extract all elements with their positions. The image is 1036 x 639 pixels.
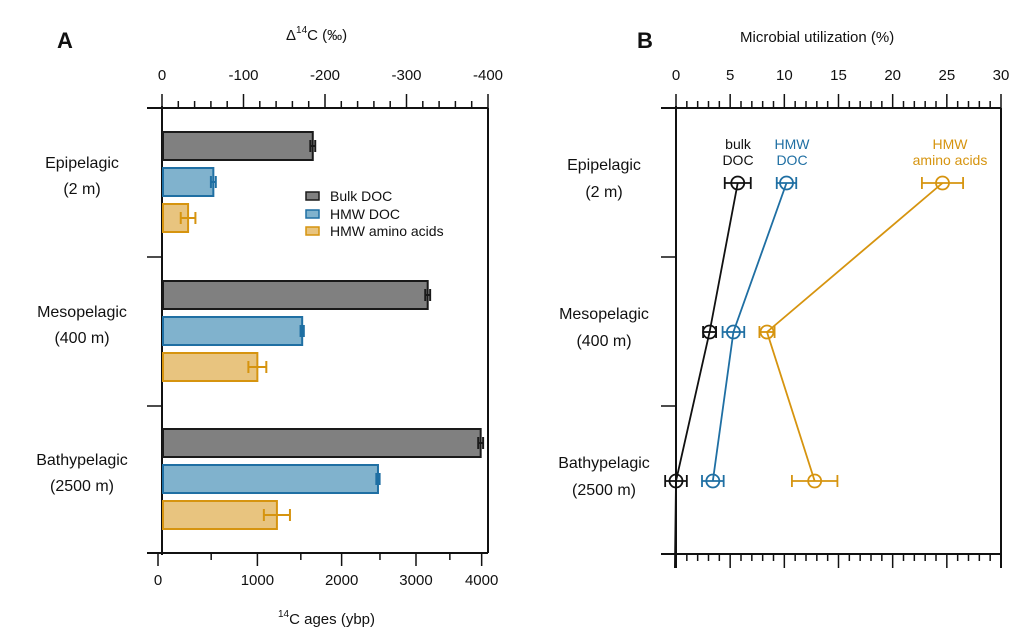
bar-hmw <box>162 316 304 346</box>
data-point-bulk <box>702 324 717 340</box>
bar-hmw <box>162 167 215 197</box>
top-tick-label: 20 <box>884 67 901 84</box>
bottom-tick-label: 0 <box>154 572 162 589</box>
series-label-hmw-aa-line2: amino acids <box>913 152 988 168</box>
panel-a-bottom-axis-title: 14C ages (ybp) <box>278 609 375 628</box>
category-depth-mesopelagic: (400 m) <box>54 330 109 347</box>
series-label-hmw-doc-line2: DOC <box>776 152 807 168</box>
data-point-hmw <box>726 324 741 340</box>
panel-a-top-axis-title-delta: Δ <box>286 27 296 44</box>
top-tick-label: 30 <box>993 67 1010 84</box>
top-tick-label: -300 <box>391 67 421 84</box>
category-label-mesopelagic: Mesopelagic <box>559 306 649 323</box>
bar-hmw <box>162 464 379 494</box>
bar-bulk <box>162 131 314 161</box>
panel-b-series-labels: bulk DOC HMW DOC HMW amino acids <box>722 136 987 168</box>
top-tick-label: 15 <box>830 67 847 84</box>
category-label-bathypelagic: Bathypelagic <box>558 455 650 472</box>
data-point-hmw <box>705 473 721 489</box>
top-tick-label: 0 <box>672 67 680 84</box>
bottom-tick-label: 2000 <box>325 572 358 589</box>
data-point-aa <box>807 473 823 489</box>
series-label-bulk-doc-line1: bulk <box>725 136 752 152</box>
legend-swatch-hmw-doc <box>305 209 320 219</box>
panel-a-label: A <box>57 28 73 53</box>
bar-bulk <box>162 280 429 310</box>
category-depth-bathypelagic: (2500 m) <box>50 478 114 495</box>
data-point-bulk <box>730 175 746 191</box>
series-label-hmw-aa-line1: HMW <box>933 136 969 152</box>
data-point-aa <box>935 175 950 191</box>
series-label-hmw-doc-line1: HMW <box>775 136 811 152</box>
top-tick-label: 0 <box>158 67 166 84</box>
category-label-mesopelagic: Mesopelagic <box>37 304 127 321</box>
top-tick-label: 25 <box>938 67 955 84</box>
data-point-hmw <box>779 175 794 191</box>
legend-label-bulk-doc: Bulk DOC <box>330 188 392 204</box>
bar-aa <box>162 500 278 530</box>
top-tick-label: -200 <box>310 67 340 84</box>
series-label-bulk-doc-line2: DOC <box>722 152 753 168</box>
category-depth-mesopelagic: (400 m) <box>576 333 631 350</box>
legend-swatch-hmw-amino-acids <box>305 226 320 236</box>
data-point-aa <box>759 324 775 340</box>
legend-label-hmw-doc: HMW DOC <box>330 206 400 222</box>
category-depth-bathypelagic: (2500 m) <box>572 482 636 499</box>
legend-swatch-bulk-doc <box>305 191 320 201</box>
panel-b-label: B <box>637 28 653 53</box>
panel-a-legend: Bulk DOC HMW DOC HMW amino acids <box>305 188 444 239</box>
category-label-bathypelagic: Bathypelagic <box>36 452 128 469</box>
series-line-bulk <box>674 182 739 569</box>
category-label-epipelagic: Epipelagic <box>567 157 641 174</box>
top-tick-label: 10 <box>776 67 793 84</box>
legend-label-hmw-amino-acids: HMW amino acids <box>330 223 444 239</box>
top-tick-label: -400 <box>473 67 503 84</box>
bottom-tick-label: 1000 <box>241 572 274 589</box>
panel-a-top-axis-title-sup: 14 <box>296 25 308 36</box>
panel-b-plot: 0 5 10 15 20 25 30 Epipelagic (2 m) Mesopelagic (4… <box>558 67 1010 569</box>
series-line-aa <box>765 182 944 482</box>
data-point-bulk <box>668 473 684 489</box>
panel-a-top-axis-title-rest: C (‰) <box>307 27 347 44</box>
top-tick-label: 5 <box>726 67 734 84</box>
bottom-tick-label: 3000 <box>399 572 432 589</box>
category-depth-epipelagic: (2 m) <box>63 181 100 198</box>
bottom-tick-label: 4000 <box>465 572 498 589</box>
bar-aa <box>162 352 259 382</box>
category-depth-epipelagic: (2 m) <box>585 184 622 201</box>
top-tick-label: -100 <box>228 67 258 84</box>
panel-a-bottom-axis-title-rest: C ages (ybp) <box>289 611 375 628</box>
category-label-epipelagic: Epipelagic <box>45 155 119 172</box>
bar-bulk <box>162 428 482 458</box>
panel-a-bottom-axis-title-sup: 14 <box>278 609 290 620</box>
panel-b-axis-title: Microbial utilization (%) <box>740 29 894 46</box>
panel-a-plot: 0 -100 -200 -300 -400 0 1000 2000 3000 4000 Epipel… <box>36 67 503 589</box>
panel-a-top-axis-title: Δ14C (‰) <box>286 25 347 44</box>
